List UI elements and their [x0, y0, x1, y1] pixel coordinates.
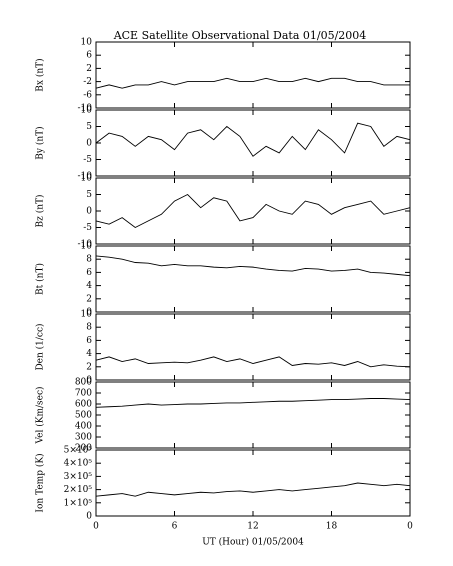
chart-title: ACE Satellite Observational Data 01/05/2… — [113, 29, 367, 42]
y-tick-label: 2×10⁵ — [64, 485, 93, 495]
y-tick-label: 8 — [86, 255, 92, 265]
y-axis-label: By (nT) — [35, 126, 46, 159]
y-axis-label: Bz (nT) — [35, 194, 46, 227]
y-tick-label: 6 — [86, 336, 92, 346]
panel-frame — [95, 313, 411, 381]
x-tick-label: 12 — [247, 522, 258, 532]
y-tick-label: 5 — [86, 122, 92, 132]
y-tick-label: 10 — [81, 310, 93, 320]
y-tick-label: -5 — [83, 223, 92, 233]
y-tick-label: 5×10⁵ — [64, 446, 93, 456]
y-tick-label: 3×10⁵ — [64, 472, 93, 482]
y-tick-label: 0 — [86, 376, 92, 386]
y-tick-label: 600 — [75, 400, 92, 410]
y-tick-label: -2 — [83, 77, 92, 87]
y-tick-label: -10 — [78, 240, 93, 250]
y-tick-label: 0 — [86, 512, 92, 522]
x-tick-label: 18 — [326, 522, 338, 532]
panel-frame — [95, 381, 411, 449]
y-tick-label: 2 — [86, 294, 92, 304]
panel-frame — [95, 109, 411, 177]
x-tick-label: 0 — [407, 522, 413, 532]
data-line — [95, 356, 411, 368]
y-tick-label: 0 — [86, 207, 92, 217]
data-line — [95, 255, 411, 277]
y-axis-label: Vel (Km/sec) — [35, 386, 46, 444]
y-tick-label: 500 — [75, 411, 92, 421]
y-tick-label: -10 — [78, 172, 93, 182]
y-tick-label: 10 — [81, 106, 93, 116]
y-tick-label: 4 — [86, 349, 92, 359]
panel-frame — [95, 177, 411, 245]
panel-frame — [95, 245, 411, 313]
y-axis-label: Den (1/cc) — [35, 323, 46, 370]
y-tick-label: 10 — [81, 174, 93, 184]
y-tick-label: 10 — [81, 38, 93, 48]
y-tick-label: 1×10⁵ — [64, 498, 93, 508]
y-tick-label: 400 — [75, 422, 92, 432]
y-tick-label: 300 — [75, 433, 92, 443]
y-tick-label: -10 — [78, 104, 93, 114]
data-line — [95, 398, 411, 408]
y-tick-label: 4×10⁵ — [64, 459, 93, 469]
x-tick-label: 6 — [172, 522, 178, 532]
y-tick-label: 800 — [75, 378, 92, 388]
y-axis-label: Ion Temp (K) — [35, 453, 46, 512]
data-line — [95, 193, 411, 229]
y-tick-label: 2 — [86, 362, 92, 372]
y-tick-label: 10 — [81, 242, 93, 252]
data-line — [95, 482, 411, 497]
y-tick-label: -5 — [83, 155, 92, 165]
y-tick-label: 700 — [75, 389, 92, 399]
y-tick-label: 5 — [86, 190, 92, 200]
y-axis-label: Bx (nT) — [35, 58, 46, 91]
y-tick-label: 4 — [86, 281, 92, 291]
data-line — [95, 77, 410, 89]
y-tick-label: 8 — [86, 323, 92, 333]
y-tick-label: 6 — [86, 268, 92, 278]
y-tick-label: -6 — [83, 90, 92, 100]
panel-frame — [95, 449, 411, 517]
data-line — [95, 122, 411, 157]
x-axis-label: UT (Hour) 01/05/2004 — [202, 537, 304, 548]
x-tick-label: 0 — [93, 522, 99, 532]
y-tick-label: 2 — [86, 64, 92, 74]
y-tick-label: 6 — [86, 51, 92, 61]
panel-frame — [95, 41, 411, 109]
y-tick-label: 0 — [86, 139, 92, 149]
y-axis-label: Bt (nT) — [35, 263, 46, 295]
y-tick-label: 0 — [86, 308, 92, 318]
y-tick-label: 200 — [75, 444, 92, 454]
